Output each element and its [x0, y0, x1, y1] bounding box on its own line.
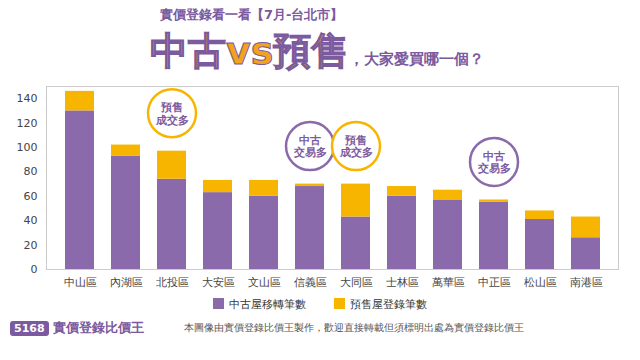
svg-text:預售成交多: 預售成交多 — [155, 101, 189, 127]
svg-text:中古交易多: 中古交易多 — [477, 150, 511, 176]
svg-text:預售成交多: 預售成交多 — [339, 134, 373, 160]
svg-text:中古交易多: 中古交易多 — [293, 134, 327, 160]
svg-text:文山區: 文山區 — [248, 276, 281, 289]
svg-text:60: 60 — [24, 190, 38, 203]
svg-text:中山區: 中山區 — [64, 276, 97, 289]
svg-text:40: 40 — [24, 214, 38, 227]
svg-text:信義區: 信義區 — [294, 276, 327, 289]
svg-text:萬華區: 萬華區 — [432, 276, 465, 289]
html-text:預售屋登錄筆數: 預售屋登錄筆數 — [350, 297, 427, 311]
html-text:本圖像由實價登錄比價王製作，歡迎直接轉載但須標明出處為實價登: 本圖像由實價登錄比價王製作，歡迎直接轉載但須標明出處為實價登錄比價王 — [183, 322, 524, 333]
svg-text:20: 20 — [24, 239, 38, 252]
svg-text:北投區: 北投區 — [156, 276, 189, 289]
html-text:中古屋移轉筆數: 中古屋移轉筆數 — [229, 297, 306, 311]
svg-text:大同區: 大同區 — [340, 276, 373, 289]
svg-text:100: 100 — [17, 141, 38, 154]
html-text:實價登錄看一看【7月-台北市】: 實價登錄看一看【7月-台北市】 — [160, 7, 344, 22]
svg-text:中正區: 中正區 — [478, 276, 511, 289]
svg-text:士林區: 士林區 — [386, 276, 419, 289]
svg-text:0: 0 — [31, 263, 38, 276]
svg-text:120: 120 — [17, 117, 38, 130]
html-text:5168: 5168 — [14, 321, 45, 335]
html-text:實價登錄比價王: 實價登錄比價王 — [52, 320, 144, 335]
svg-text:80: 80 — [24, 165, 38, 178]
svg-text:大安區: 大安區 — [202, 276, 235, 289]
svg-text:140: 140 — [17, 92, 38, 105]
html-text:中古vs預售: 中古vs預售 — [150, 29, 350, 73]
svg-text:內湖區: 內湖區 — [110, 276, 143, 289]
html-text:，大家愛買哪一個？: ，大家愛買哪一個？ — [349, 50, 485, 68]
svg-text:南港區: 南港區 — [570, 276, 603, 289]
svg-text:松山區: 松山區 — [524, 276, 557, 289]
